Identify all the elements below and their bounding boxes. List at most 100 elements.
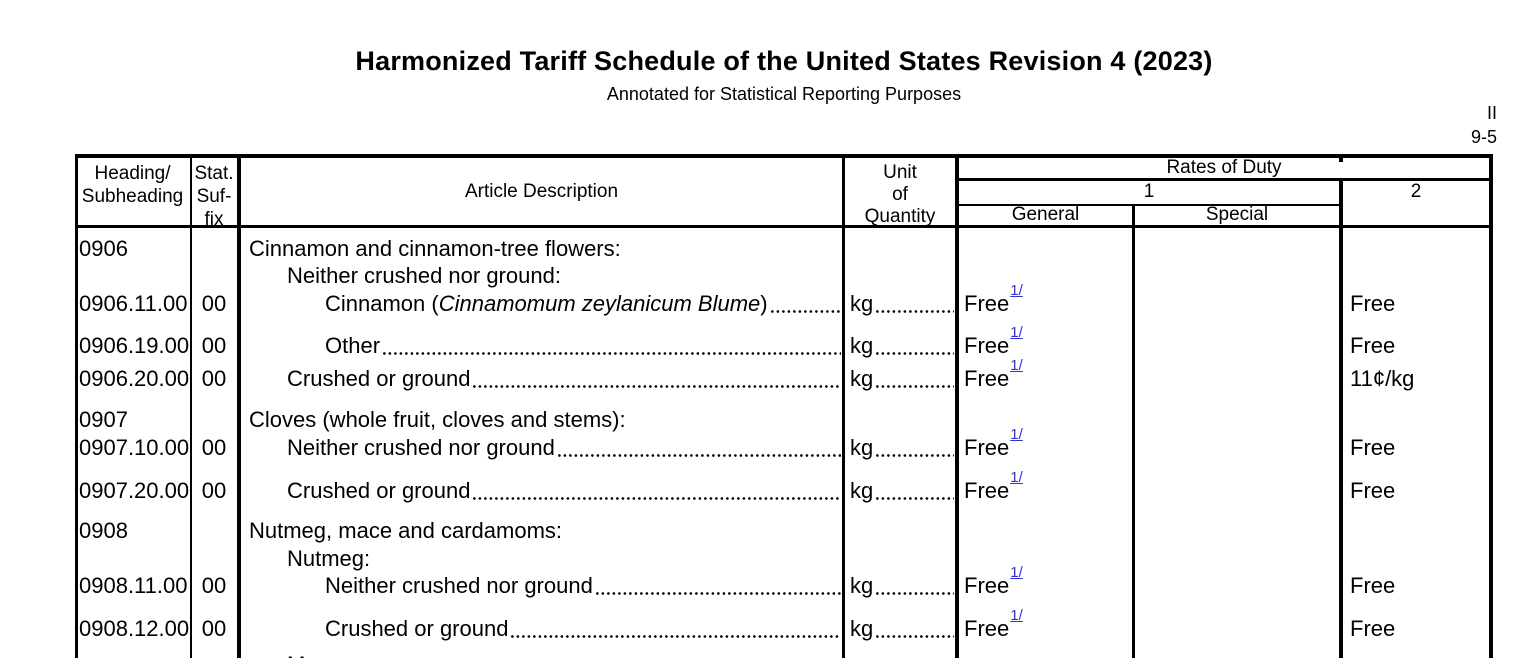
heading-stat-divider (190, 154, 192, 658)
col-header-heading-subheading: Heading/ Subheading (81, 163, 184, 207)
general-rate: Free1/ (964, 563, 1023, 598)
page-number: 9-5 (1470, 127, 1497, 147)
article-description-text: Neither crushed nor ground: (287, 263, 561, 288)
col2-rate (1350, 651, 1486, 658)
footnote-link[interactable]: 1/ (1010, 356, 1023, 374)
unit-of-quantity: kg (845, 332, 955, 360)
col2-rate: 11¢/kg (1350, 366, 1415, 391)
heading-number (79, 651, 189, 658)
footnote-link[interactable]: 1/ (1010, 606, 1023, 624)
heading-number: 0907.20.00 (79, 478, 190, 503)
dot-leader (876, 352, 954, 355)
rates-of-duty-underline (955, 178, 1493, 181)
footnote-link[interactable]: 1/ (1010, 563, 1023, 581)
dot-leader (876, 635, 954, 638)
dot-leader (473, 385, 841, 388)
col-header-general: General (1011, 204, 1080, 225)
col2-rate (1350, 517, 1486, 545)
article-description: Nutmeg: (241, 545, 842, 573)
article-description: Neither crushed nor ground (241, 434, 842, 462)
article-description: Mace: (241, 651, 842, 658)
rate-1-underline (955, 204, 1343, 206)
col-header-rates-of-duty: Rates of Duty (1166, 157, 1282, 178)
stat-suffix: 00 (201, 573, 227, 598)
table-row: 0906.20.00 00 Crushed or ground kg Free1… (75, 356, 1493, 393)
document-subtitle: Annotated for Statistical Reporting Purp… (606, 84, 962, 104)
general-rate: Free1/ (964, 323, 1023, 358)
article-description-text: Crushed or ground (287, 366, 471, 391)
unit-of-quantity: kg (845, 615, 955, 643)
general-rate (964, 262, 1129, 290)
heading-number: 0908.12.00 (79, 616, 190, 641)
article-description-text: Mace: (287, 651, 347, 658)
col2-rate (1350, 235, 1486, 263)
article-description: Other (241, 332, 842, 360)
unit-of-quantity (845, 235, 955, 263)
description-unit-divider (842, 154, 845, 658)
article-description-text: Cinnamon (Cinnamomum zeylanicum Blume) (325, 291, 768, 316)
col-header-rate-2: 2 (1410, 181, 1422, 202)
general-special-divider (1132, 204, 1135, 658)
general-rate: Free1/ (964, 606, 1023, 641)
unit-of-quantity: kg (845, 434, 955, 462)
section-numeral: II (1486, 103, 1497, 123)
general-rate: Free1/ (964, 356, 1023, 391)
col2-rate: Free (1350, 616, 1396, 641)
unit-rates-divider (955, 154, 959, 658)
article-description-text: Nutmeg: (287, 546, 371, 571)
col-header-stat-suffix: Stat. Suf- fix (194, 163, 234, 230)
general-rate (964, 651, 1129, 658)
col-header-article-description: Article Description (241, 158, 842, 225)
article-description: Crushed or ground (241, 477, 842, 505)
footnote-link[interactable]: 1/ (1010, 425, 1023, 443)
table-row: 0907 Cloves (whole fruit, cloves and ste… (75, 406, 1493, 434)
general-rate (964, 517, 1129, 545)
col2-top-tick (1339, 154, 1343, 162)
table-left-border (75, 154, 78, 658)
table-row: Mace: (75, 651, 1493, 658)
heading-number: 0908.11.00 (79, 573, 188, 598)
document-title: Harmonized Tariff Schedule of the United… (355, 46, 1213, 76)
article-description: Crushed or ground (241, 365, 842, 393)
unit-of-quantity: kg (845, 572, 955, 600)
article-description-text: Nutmeg, mace and cardamoms: (249, 518, 563, 543)
footnote-link[interactable]: 1/ (1010, 323, 1023, 341)
table-row: Nutmeg: (75, 545, 1493, 573)
col-header-rate-1: 1 (1143, 181, 1155, 202)
stat-suffix: 00 (201, 435, 227, 460)
header-bottom-rule (75, 225, 1493, 228)
article-description-text: Cinnamon and cinnamon-tree flowers: (249, 236, 621, 261)
dot-leader (876, 592, 954, 595)
unit-of-quantity (845, 545, 955, 573)
table-row: 0906.19.00 00 Other kg Free1/ Free (75, 323, 1493, 360)
general-rate (964, 545, 1129, 573)
col2-rate: Free (1350, 478, 1396, 503)
col2-rate (1350, 406, 1486, 434)
col2-rate: Free (1350, 573, 1396, 598)
dot-leader (473, 497, 841, 500)
article-description: Cinnamon and cinnamon-tree flowers: (241, 235, 842, 263)
col-header-article-description-label: Article Description (464, 181, 619, 202)
article-description: Neither crushed nor ground (241, 572, 842, 600)
footnote-link[interactable]: 1/ (1010, 468, 1023, 486)
article-description: Crushed or ground (241, 615, 842, 643)
stat-suffix: 00 (201, 616, 227, 641)
general-rate (964, 235, 1129, 263)
col2-rate: Free (1350, 333, 1396, 358)
article-description: Nutmeg, mace and cardamoms: (241, 517, 842, 545)
article-description-text: Neither crushed nor ground (287, 435, 555, 460)
stat-suffix: 00 (201, 366, 227, 391)
page-marks: II 9-5 (1471, 101, 1497, 149)
stat-suffix (191, 406, 237, 434)
unit-of-quantity (845, 262, 955, 290)
dot-leader (383, 352, 841, 355)
table-right-border (1489, 154, 1493, 658)
footnote-link[interactable]: 1/ (1010, 281, 1023, 299)
article-description: Cloves (whole fruit, cloves and stems): (241, 406, 842, 434)
general-rate (964, 406, 1129, 434)
table-row: 0908.11.00 00 Neither crushed nor ground… (75, 563, 1493, 600)
tariff-table: Heading/ Subheading Stat. Suf- fix Artic… (75, 154, 1493, 658)
table-top-border (75, 154, 1493, 158)
article-description: Cinnamon (Cinnamomum zeylanicum Blume) (241, 290, 842, 318)
